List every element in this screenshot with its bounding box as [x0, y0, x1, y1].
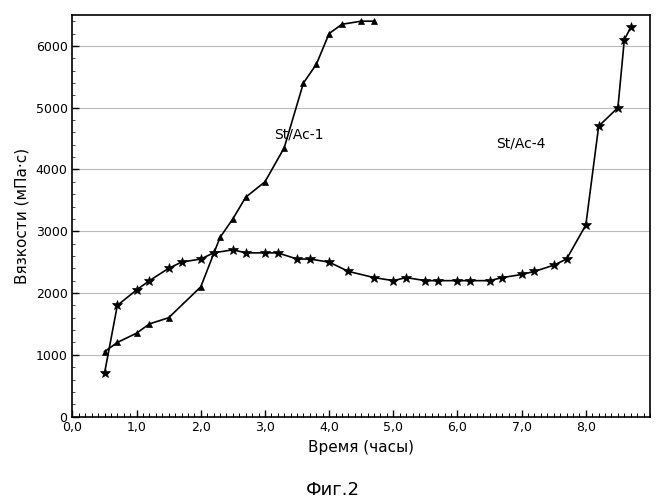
Text: St/Ac-4: St/Ac-4	[496, 137, 545, 151]
Text: Фиг.2: Фиг.2	[305, 481, 360, 499]
Text: St/Ac-1: St/Ac-1	[275, 128, 324, 141]
Y-axis label: Вязкости (мПа·с): Вязкости (мПа·с)	[15, 148, 30, 284]
X-axis label: Время (часы): Время (часы)	[308, 440, 414, 455]
